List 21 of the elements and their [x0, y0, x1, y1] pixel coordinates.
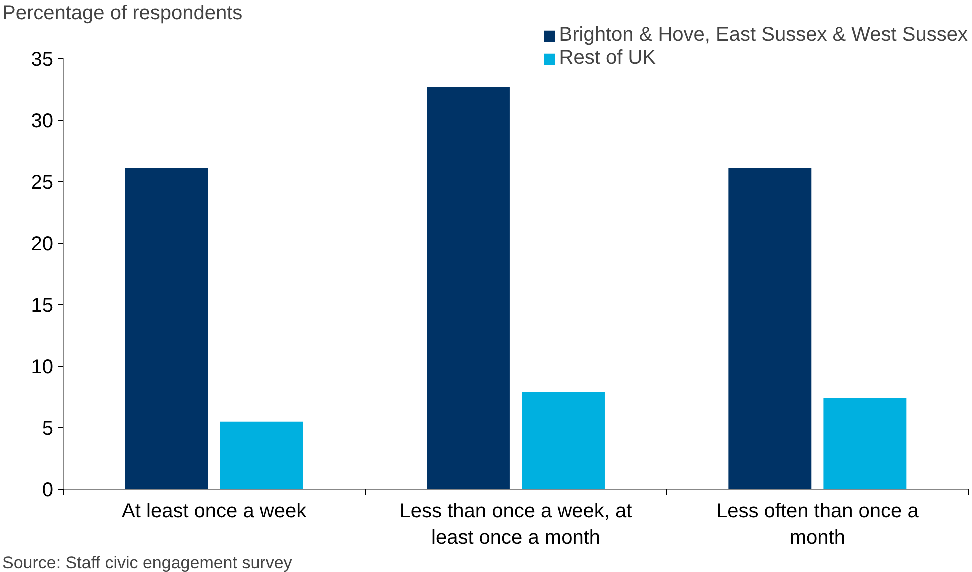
y-tick-label: 30 [31, 110, 54, 132]
y-tick-label: 35 [31, 48, 54, 71]
source-note: Source: Staff civic engagement survey [2, 554, 293, 572]
y-tick-label: 25 [31, 172, 54, 194]
bar [125, 168, 208, 490]
bar [220, 422, 304, 490]
legend-label: Rest of UK [559, 47, 656, 70]
y-tick-label: 20 [31, 233, 54, 256]
x-tick-label: Less often than once a month [716, 500, 920, 549]
bar [522, 392, 605, 490]
y-tick-label: 15 [31, 294, 54, 317]
bar [728, 168, 812, 490]
bar [824, 398, 907, 490]
x-tick-label: Less than once a week, at least once a month [400, 500, 633, 549]
y-tick-label: 0 [42, 480, 54, 502]
y-axis-title: Percentage of respondents [2, 2, 243, 24]
y-tick-label: 5 [42, 418, 54, 440]
y-tick-label: 10 [31, 356, 54, 378]
legend-label: Brighton & Hove, East Sussex & West Sussex [559, 24, 968, 47]
x-tick-label: At least once a week [122, 500, 308, 522]
bar [427, 87, 510, 490]
